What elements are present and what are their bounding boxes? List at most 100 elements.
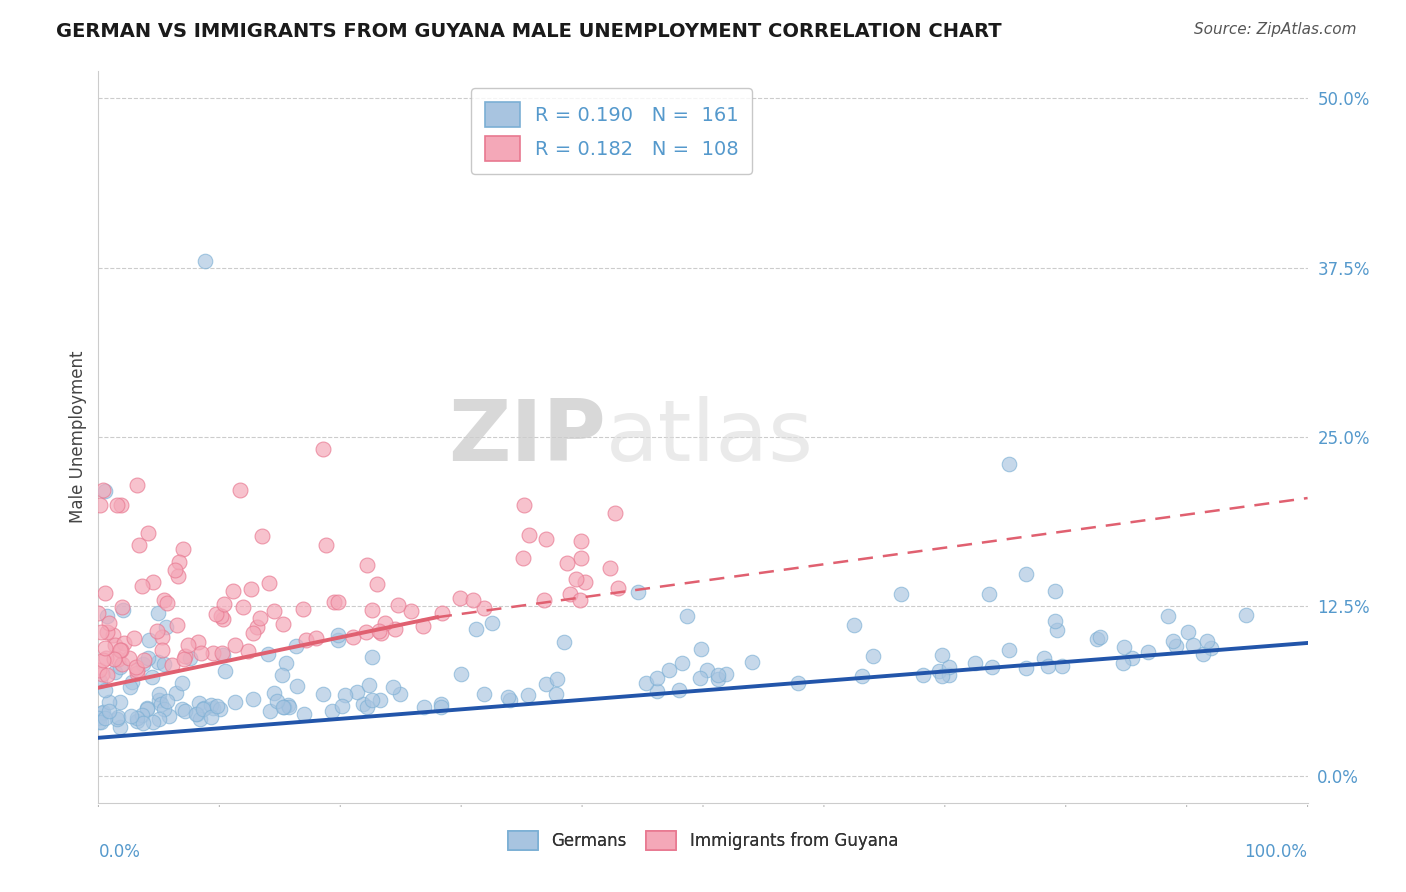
Point (170, 676, 193, 690)
Point (1195, 634, 1218, 648)
Point (132, 657, 155, 671)
Point (142, 714, 165, 729)
Point (96, 608, 118, 623)
Point (173, 705, 195, 719)
Point (517, 688, 540, 702)
Point (273, 699, 295, 714)
Point (981, 660, 1004, 674)
Point (136, 701, 159, 715)
Point (356, 558, 378, 573)
Point (714, 666, 737, 681)
Point (111, 600, 134, 615)
Point (450, 667, 472, 681)
Point (360, 649, 382, 664)
Point (472, 600, 495, 615)
Point (890, 587, 912, 601)
Point (167, 568, 190, 582)
Point (305, 631, 328, 645)
Point (108, 720, 131, 734)
Point (90, 714, 112, 729)
Point (668, 682, 690, 697)
Point (146, 656, 169, 670)
Point (172, 542, 194, 557)
Point (315, 538, 337, 552)
Point (1112, 656, 1135, 670)
Point (1161, 633, 1184, 648)
Point (1085, 632, 1108, 646)
Point (249, 610, 271, 624)
Point (91, 706, 114, 720)
Point (555, 556, 578, 570)
Point (367, 624, 389, 638)
Point (356, 699, 378, 714)
Point (361, 603, 384, 617)
Point (190, 646, 212, 660)
Point (645, 684, 668, 698)
Point (1164, 639, 1187, 653)
Point (645, 671, 668, 685)
Point (96, 668, 118, 682)
Point (150, 630, 173, 644)
Point (271, 700, 294, 714)
Point (461, 593, 484, 607)
Point (1050, 658, 1073, 673)
Point (312, 687, 335, 701)
Point (333, 688, 356, 702)
Point (1045, 614, 1067, 628)
Point (224, 695, 246, 709)
Point (963, 656, 986, 670)
Point (176, 638, 198, 652)
Point (266, 694, 288, 708)
Point (125, 660, 148, 674)
Point (326, 633, 349, 648)
Point (186, 707, 208, 722)
Point (121, 674, 143, 689)
Point (167, 555, 190, 569)
Point (156, 694, 179, 708)
Point (292, 602, 315, 616)
Point (560, 587, 582, 601)
Point (741, 655, 763, 669)
Point (360, 693, 382, 707)
Point (481, 615, 503, 630)
Point (1043, 583, 1066, 598)
Point (412, 619, 434, 633)
Point (938, 659, 960, 673)
Point (569, 592, 592, 607)
Point (103, 652, 125, 666)
Point (212, 597, 235, 611)
Point (152, 592, 174, 607)
Text: 100.0%: 100.0% (1244, 843, 1308, 861)
Point (120, 680, 142, 694)
Point (98, 615, 121, 630)
Point (170, 701, 193, 715)
Point (658, 664, 681, 678)
Point (346, 685, 368, 699)
Point (125, 714, 148, 728)
Point (1121, 650, 1143, 665)
Point (381, 680, 404, 694)
Point (90, 666, 112, 681)
Point (104, 665, 127, 680)
Point (136, 651, 159, 665)
Point (112, 636, 135, 650)
Point (91, 706, 114, 720)
Point (342, 630, 364, 644)
Text: 0.0%: 0.0% (98, 843, 141, 861)
Point (214, 664, 236, 678)
Point (388, 687, 411, 701)
Point (1157, 609, 1180, 624)
Point (263, 604, 285, 618)
Point (534, 676, 557, 690)
Point (449, 591, 471, 606)
Point (148, 693, 170, 707)
Point (465, 622, 488, 636)
Point (87, 607, 110, 621)
Point (370, 625, 392, 640)
Point (242, 626, 264, 640)
Point (1137, 645, 1160, 659)
Point (104, 638, 127, 652)
Point (862, 649, 884, 664)
Point (240, 582, 263, 596)
Point (110, 643, 132, 657)
